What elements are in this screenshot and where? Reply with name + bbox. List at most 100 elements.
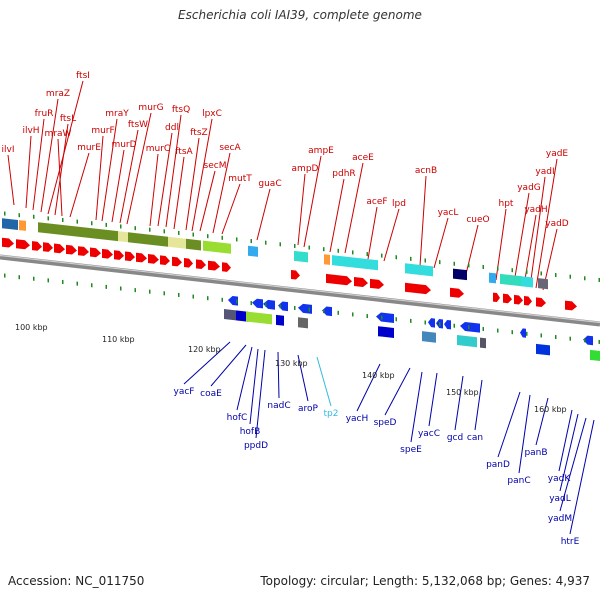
forward-gene-arrow: [536, 297, 546, 307]
gene-label-line: [523, 214, 537, 286]
gene-label-line: [173, 156, 185, 230]
tick-dot: [134, 288, 136, 293]
gene-label-line: [529, 176, 546, 288]
label-text: 100 kbp 110 kbp 120 kbp 130 kbp 140 kbp 150 k…: [2, 71, 580, 547]
forward-gene-box: [489, 272, 496, 284]
forward-gene-arrow: [114, 250, 124, 260]
kbp-tick-label: 100 kbp: [15, 323, 48, 332]
tick-dot: [33, 276, 35, 281]
gene-label-yacF: yacF: [174, 387, 195, 397]
tick-dot: [76, 219, 78, 224]
gene-label-line: [356, 363, 381, 412]
tick-dot: [555, 272, 557, 278]
gene-label-line: [329, 178, 345, 253]
forward-gene-arrow: [450, 287, 464, 298]
gene-label-line: [428, 372, 438, 427]
tick-dot: [482, 264, 484, 270]
kbp-tick-label: 110 kbp: [102, 335, 135, 344]
gene-label-murG: murG: [138, 103, 163, 113]
forward-gene-arrow: [291, 270, 300, 280]
tick-dot: [91, 283, 93, 288]
gene-label-mraW: mraW: [45, 129, 72, 139]
reverse-gene-box: [590, 349, 600, 362]
gene-label-pdhR: pdhR: [332, 169, 355, 179]
forward-gene-arrow: [354, 277, 368, 288]
tick-dot: [308, 245, 310, 250]
tick-dot: [207, 234, 209, 239]
forward-gene-arrow: [78, 246, 89, 256]
reverse-gene-arrow: [428, 318, 435, 328]
tick-dot: [163, 291, 165, 296]
gene-label-line: [111, 149, 125, 223]
tick-dot: [279, 304, 281, 309]
forward-gene-box: [118, 231, 128, 243]
gene-label-htrE: htrE: [561, 537, 580, 547]
gene-label-line: [157, 132, 173, 227]
forward-gene-arrow: [66, 244, 77, 255]
gene-label-yadL: yadL: [549, 494, 571, 504]
forward-gene-arrow: [32, 241, 42, 251]
gene-label-ftsI: ftsI: [76, 71, 90, 81]
tick-dot: [294, 305, 296, 311]
label-lines: [7, 80, 595, 535]
forward-gene-arrow: [370, 278, 384, 289]
gene-label-ftsA: ftsA: [175, 147, 193, 157]
tick-dot: [526, 331, 528, 336]
reverse-gene-arrow: [520, 328, 526, 338]
gene-label-hofB: hofB: [240, 427, 261, 437]
gene-label-line: [149, 153, 159, 227]
forward-gene-arrow: [184, 258, 193, 268]
forward-gene-arrow: [90, 247, 101, 258]
tick-dot: [221, 235, 223, 240]
tick-dot: [91, 221, 93, 226]
gene-label-line: [559, 417, 587, 512]
forward-gene-arrow: [196, 259, 206, 270]
gene-label-line: [25, 135, 32, 209]
tick-dot: [236, 299, 238, 304]
forward-gene-arrow: [326, 273, 352, 286]
forward-gene-arrow: [514, 294, 523, 305]
gene-label-line: [535, 158, 558, 289]
reverse-gene-arrow: [444, 319, 451, 330]
tick-dot: [250, 238, 252, 244]
gene-label-line: [513, 192, 530, 284]
gene-label-line: [199, 170, 216, 232]
forward-gene-arrow: [503, 293, 512, 304]
tick-dot: [47, 278, 49, 283]
gene-label-ftsW: ftsW: [128, 120, 148, 130]
forward-gene-arrow: [125, 251, 135, 262]
tick-dot: [468, 263, 470, 268]
gene-label-aceE: aceE: [352, 153, 374, 163]
gene-label-line: [297, 173, 306, 246]
gene-label-murC: murC: [146, 144, 170, 154]
gene-label-line: [277, 351, 280, 399]
tick-dot: [308, 307, 310, 312]
gene-label-ppdD: ppdD: [244, 441, 268, 451]
tick-dot: [453, 323, 455, 328]
tick-dot: [352, 312, 354, 317]
tick-dot: [265, 240, 267, 245]
forward-gene-box: [203, 240, 231, 254]
gene-label-murD: murD: [111, 140, 136, 150]
reverse-gene-arrow: [263, 299, 275, 310]
gene-label-yadH: yadH: [524, 205, 547, 215]
tick-dot: [366, 313, 368, 319]
gene-label-line: [7, 154, 15, 206]
forward-gene-box: [332, 255, 378, 271]
gene-label-line: [69, 152, 90, 218]
forward-gene-box: [453, 268, 467, 281]
gene-label-cueO: cueO: [466, 215, 489, 225]
forward-gene-arrow: [136, 252, 147, 263]
gene-label-line: [474, 379, 483, 431]
tick-dot: [192, 232, 194, 237]
gene-label-yacC: yacC: [418, 429, 440, 439]
tick-dot: [526, 269, 528, 274]
tick-dot: [395, 255, 397, 260]
gene-label-ftsZ: ftsZ: [190, 128, 207, 138]
forward-gene-arrow: [43, 242, 53, 252]
gene-label-line: [518, 394, 531, 474]
gene-label-murE: murE: [77, 143, 101, 153]
gene-label-ampE: ampE: [308, 146, 334, 156]
forward-gene-box: [294, 250, 308, 263]
tick-dot: [410, 256, 412, 261]
